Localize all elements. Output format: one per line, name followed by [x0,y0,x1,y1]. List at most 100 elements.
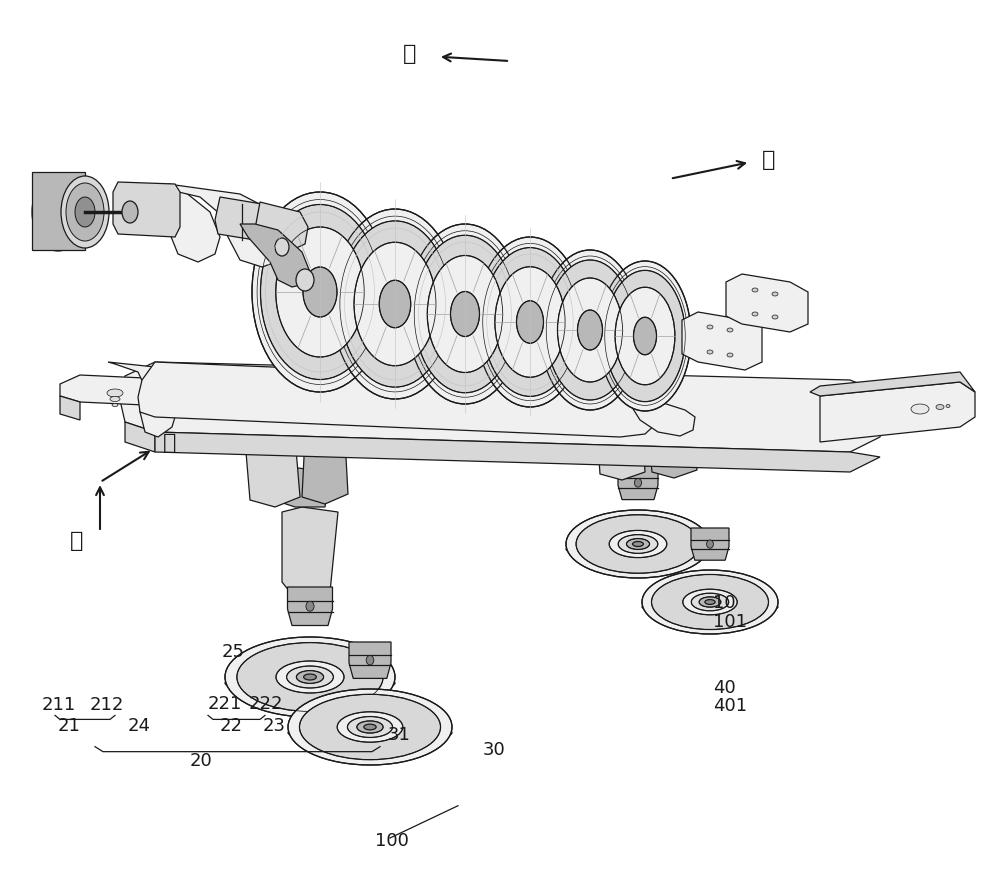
Ellipse shape [727,353,733,357]
Ellipse shape [566,510,710,578]
Text: 24: 24 [128,718,151,735]
Polygon shape [120,362,885,452]
Ellipse shape [32,173,84,251]
Polygon shape [125,422,155,452]
Text: 23: 23 [263,718,286,735]
Polygon shape [597,422,645,480]
Polygon shape [810,372,975,396]
Text: 40: 40 [713,679,736,697]
Polygon shape [282,507,338,592]
Text: 22: 22 [220,718,243,735]
Polygon shape [726,274,808,332]
Ellipse shape [772,292,778,296]
Ellipse shape [288,722,452,743]
Ellipse shape [634,317,656,355]
Ellipse shape [276,227,364,357]
Ellipse shape [407,224,523,404]
Ellipse shape [303,267,337,317]
Text: 222: 222 [249,695,284,712]
Polygon shape [349,642,391,678]
Ellipse shape [727,328,733,332]
Ellipse shape [752,312,758,316]
Ellipse shape [337,712,403,742]
Ellipse shape [483,248,577,397]
Polygon shape [113,182,180,237]
Polygon shape [215,197,268,240]
Ellipse shape [476,237,584,407]
Text: 10: 10 [713,595,736,612]
Ellipse shape [287,666,333,688]
Ellipse shape [225,672,395,694]
Ellipse shape [516,301,544,344]
Text: 30: 30 [483,741,506,759]
Text: 20: 20 [190,753,213,770]
Ellipse shape [566,540,710,558]
Polygon shape [155,432,880,472]
Ellipse shape [652,575,768,630]
Polygon shape [148,184,220,262]
Ellipse shape [414,235,516,392]
Polygon shape [682,312,762,370]
Ellipse shape [578,310,602,350]
Polygon shape [32,172,85,250]
Text: 221: 221 [208,695,242,712]
Ellipse shape [691,593,729,610]
Polygon shape [302,434,348,504]
Ellipse shape [705,600,715,604]
Ellipse shape [427,255,503,372]
Ellipse shape [576,514,700,573]
Ellipse shape [306,602,314,611]
Text: 31: 31 [388,726,411,744]
Ellipse shape [276,661,344,693]
Ellipse shape [546,260,634,400]
Polygon shape [691,528,729,560]
Ellipse shape [618,535,658,554]
Ellipse shape [237,643,383,712]
Ellipse shape [642,598,778,616]
Polygon shape [240,224,310,287]
Ellipse shape [634,479,642,487]
Text: 101: 101 [713,613,747,630]
Ellipse shape [707,540,713,548]
Ellipse shape [633,542,643,547]
Text: 212: 212 [90,696,124,713]
Ellipse shape [364,724,376,730]
Ellipse shape [299,694,441,760]
Ellipse shape [626,539,650,549]
Ellipse shape [304,674,316,680]
Ellipse shape [366,656,374,664]
Polygon shape [60,375,230,409]
Ellipse shape [288,689,452,765]
Text: 100: 100 [375,833,409,850]
Ellipse shape [357,721,383,733]
Ellipse shape [599,261,691,411]
Ellipse shape [275,238,289,256]
Polygon shape [620,382,695,436]
Polygon shape [618,466,658,500]
Ellipse shape [122,201,138,223]
Ellipse shape [110,397,120,401]
Ellipse shape [112,404,118,406]
Ellipse shape [936,405,944,410]
Polygon shape [168,184,290,267]
Ellipse shape [379,280,411,328]
Ellipse shape [252,192,388,392]
Ellipse shape [558,278,622,382]
Polygon shape [108,362,178,437]
Text: 21: 21 [58,718,81,735]
Polygon shape [280,467,330,507]
Ellipse shape [347,717,393,738]
Ellipse shape [260,205,380,379]
Ellipse shape [450,291,480,337]
Ellipse shape [225,637,395,717]
Text: 左: 左 [403,44,417,64]
Text: 后: 后 [70,531,84,550]
Ellipse shape [609,530,667,557]
Ellipse shape [911,404,929,414]
Ellipse shape [495,267,565,378]
Ellipse shape [107,389,123,397]
Ellipse shape [946,405,950,407]
Ellipse shape [615,287,675,385]
Ellipse shape [340,221,450,387]
Text: 前: 前 [163,433,177,453]
